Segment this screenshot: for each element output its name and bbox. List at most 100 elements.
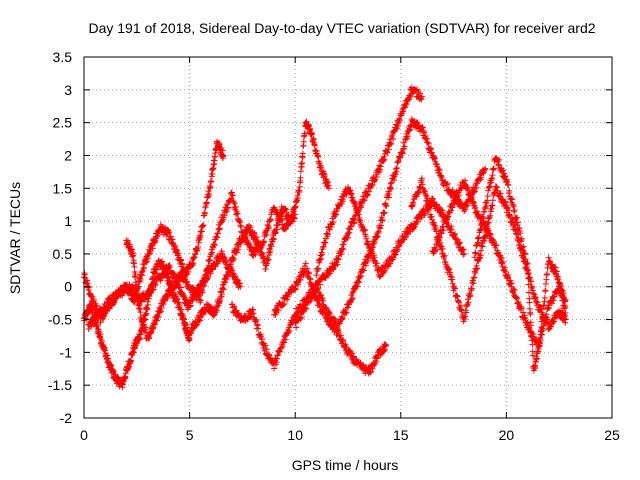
data-point — [297, 277, 304, 284]
data-point — [242, 233, 249, 240]
data-point — [489, 172, 496, 179]
data-point — [149, 245, 156, 252]
data-point — [474, 265, 481, 272]
data-point — [390, 254, 397, 261]
data-point — [261, 238, 267, 245]
data-point — [269, 238, 276, 245]
data-point — [220, 286, 227, 293]
data-point — [388, 140, 395, 147]
data-point — [410, 201, 417, 208]
data-point — [276, 219, 283, 226]
data-point — [501, 264, 508, 271]
data-point — [350, 353, 357, 360]
data-point — [266, 252, 273, 259]
data-point — [361, 197, 368, 204]
data-point — [318, 255, 325, 262]
data-point — [330, 219, 337, 226]
data-point — [313, 280, 320, 287]
data-point — [299, 150, 306, 157]
data-point — [533, 355, 540, 362]
data-point — [303, 305, 310, 312]
data-point — [557, 281, 564, 288]
data-point — [199, 312, 206, 319]
data-point — [472, 204, 479, 211]
data-point — [540, 311, 547, 318]
data-point — [374, 355, 381, 362]
data-point — [349, 354, 356, 361]
data-point — [234, 246, 241, 253]
data-point — [405, 133, 411, 140]
data-point — [265, 224, 272, 231]
data-point — [392, 171, 399, 178]
data-point — [209, 249, 216, 256]
data-point — [110, 368, 117, 375]
data-point — [339, 315, 346, 322]
data-point — [525, 289, 532, 296]
data-point — [474, 208, 481, 215]
data-point — [448, 207, 455, 214]
data-point — [383, 342, 390, 349]
data-point — [438, 243, 445, 250]
data-point — [104, 352, 111, 359]
data-point — [562, 309, 569, 316]
data-point — [560, 297, 567, 304]
data-point — [456, 239, 463, 246]
data-point — [525, 270, 532, 277]
data-point — [299, 159, 306, 166]
data-point — [143, 259, 150, 266]
data-point — [177, 284, 184, 291]
data-point — [476, 234, 483, 241]
data-point — [440, 227, 447, 234]
data-point — [452, 230, 459, 237]
series-trace-4 — [123, 189, 299, 342]
data-point — [561, 312, 568, 319]
data-point — [144, 306, 151, 313]
data-point — [294, 195, 301, 202]
data-point — [416, 189, 423, 196]
data-point — [487, 212, 494, 219]
data-point — [478, 222, 485, 229]
data-point — [349, 295, 356, 302]
data-point — [201, 210, 208, 217]
data-point — [414, 219, 421, 226]
data-point — [524, 260, 531, 267]
data-point — [441, 252, 448, 259]
data-point — [233, 249, 240, 256]
data-point — [381, 156, 388, 163]
data-point — [309, 130, 316, 137]
data-point — [267, 216, 274, 223]
x-tick-label: 25 — [604, 427, 620, 443]
data-point — [270, 236, 277, 243]
data-point — [209, 171, 216, 178]
data-point — [252, 251, 259, 258]
data-point — [119, 292, 126, 299]
y-tick-label: -1.5 — [48, 377, 72, 393]
data-point — [300, 138, 307, 145]
data-point — [178, 306, 185, 313]
data-point — [223, 258, 230, 265]
data-point — [380, 269, 387, 276]
data-point — [134, 285, 141, 292]
series-trace-12 — [471, 154, 569, 374]
data-point — [306, 270, 313, 277]
data-point — [349, 290, 356, 297]
data-point — [313, 272, 320, 279]
data-point — [404, 135, 411, 142]
data-point — [286, 328, 293, 335]
data-point — [321, 172, 328, 179]
data-point — [394, 246, 401, 253]
data-point — [343, 309, 350, 316]
data-point — [93, 303, 100, 310]
data-point — [532, 364, 539, 371]
data-point — [392, 251, 399, 258]
data-point — [144, 302, 151, 309]
data-point — [538, 324, 545, 331]
data-point — [304, 265, 311, 272]
data-point — [292, 286, 299, 293]
data-point — [199, 289, 206, 296]
data-point — [268, 243, 275, 250]
data-point — [216, 225, 223, 232]
y-tick-label: 0.5 — [53, 246, 73, 262]
data-point — [94, 323, 101, 330]
series-trace-5 — [186, 118, 332, 337]
